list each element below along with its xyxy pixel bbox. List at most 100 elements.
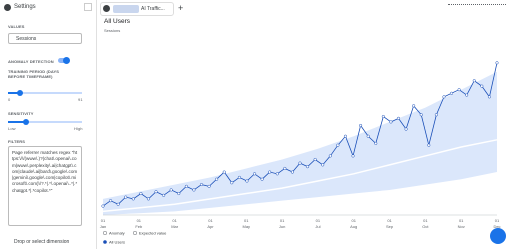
legend-label: All Users — [109, 240, 125, 245]
x-tick-day: 01 — [208, 218, 213, 223]
point — [366, 134, 370, 138]
point — [328, 154, 332, 158]
x-tick-month: Aug — [350, 224, 357, 229]
point — [252, 172, 257, 176]
x-tick-month: May — [242, 224, 250, 229]
tab[interactable]: AI Traffic... — [100, 2, 174, 16]
point — [146, 197, 151, 201]
point — [343, 134, 348, 138]
point — [207, 184, 211, 188]
point — [154, 190, 158, 194]
point — [374, 141, 378, 145]
point — [404, 127, 408, 131]
training-min: 0 — [8, 97, 11, 102]
point — [472, 79, 476, 83]
anomaly-toggle[interactable] — [58, 57, 70, 64]
x-tick-month: Oct — [422, 224, 429, 229]
sensitivity-slider[interactable] — [8, 119, 82, 125]
chart-title: All Users — [104, 18, 131, 25]
x-tick-day: 01 — [280, 218, 285, 223]
anomaly-heading: ANOMALY DETECTION — [8, 59, 54, 64]
point — [434, 113, 438, 117]
x-tick-month: Apr — [207, 224, 214, 229]
point — [465, 93, 469, 97]
x-tick-day: 01 — [172, 218, 177, 223]
sensitivity-low: Low — [8, 126, 16, 131]
point — [230, 181, 234, 185]
point — [457, 88, 461, 92]
point — [487, 95, 491, 99]
point — [427, 143, 431, 147]
point — [222, 170, 226, 174]
point — [116, 202, 120, 206]
toolbar[interactable] — [448, 4, 506, 11]
point — [480, 84, 484, 88]
collapse[interactable] — [84, 3, 92, 11]
point — [412, 104, 416, 108]
settings-icon[interactable] — [4, 4, 11, 11]
sensitivity-high: High — [74, 126, 83, 131]
point — [359, 123, 363, 128]
point — [449, 91, 454, 95]
series-line — [102, 139, 498, 213]
sidebar: Settings VALUES Sessions ANOMALY DETECTI… — [0, 0, 97, 249]
filter-box[interactable]: Page referrer matches regex "https:\/\/(… — [8, 146, 82, 226]
training-max: 91 — [78, 97, 83, 102]
training-heading: TRAINING PERIOD (DAYS BEFORE TIMEFRAME) — [8, 69, 60, 79]
point — [245, 179, 249, 183]
x-tick-day: 01 — [244, 218, 249, 223]
x-tick-month: Sep — [386, 224, 394, 229]
sensitivity-heading: SENSITIVITY — [8, 111, 34, 116]
point — [192, 188, 196, 192]
x-tick-day: 01 — [495, 218, 500, 223]
point — [313, 157, 317, 162]
point — [199, 183, 204, 187]
chart: All Users Sessions 01Jan01Feb01Mar01Apr0… — [100, 18, 501, 245]
point — [177, 191, 181, 196]
point — [268, 170, 272, 174]
x-tick-day: 01 — [423, 218, 428, 223]
point — [336, 143, 340, 147]
legend-swatch — [132, 230, 138, 236]
fab[interactable] — [490, 228, 506, 244]
point — [139, 191, 143, 196]
add-tab[interactable]: + — [178, 3, 184, 13]
x-tick-day: 01 — [101, 218, 106, 223]
point — [237, 175, 241, 179]
x-tick-day: 01 — [137, 218, 142, 223]
point — [162, 193, 166, 197]
point — [290, 170, 294, 174]
point — [351, 154, 355, 158]
point — [109, 199, 113, 203]
point — [306, 165, 310, 169]
point — [124, 195, 128, 199]
training-slider[interactable] — [8, 90, 82, 96]
x-tick-month: Jan — [100, 224, 106, 229]
point — [260, 177, 264, 181]
settings-title: Settings — [14, 4, 36, 10]
point — [169, 188, 173, 192]
legend-swatch — [103, 240, 107, 244]
point — [396, 116, 401, 120]
legend-swatch — [102, 230, 108, 236]
point — [184, 184, 188, 188]
x-tick-day: 01 — [352, 218, 357, 223]
point — [442, 95, 446, 99]
x-tick-month: Dec — [493, 224, 500, 229]
filters-heading: FILTERS — [8, 139, 26, 144]
x-tick-month: Jun — [279, 224, 285, 229]
x-tick-month: Mar — [171, 224, 179, 229]
point — [131, 197, 135, 201]
point — [321, 163, 325, 167]
dimension-drop[interactable]: Drop or select dimension — [14, 239, 70, 245]
y-label: Sessions — [104, 28, 120, 33]
x-tick-month: Feb — [135, 224, 143, 229]
legend-label: Anomaly — [109, 231, 125, 236]
point — [495, 61, 499, 65]
metric-chip[interactable]: Sessions — [8, 33, 82, 44]
point — [101, 204, 105, 208]
point — [298, 161, 302, 165]
x-tick-day: 01 — [316, 218, 321, 223]
x-tick-day: 01 — [459, 218, 464, 223]
